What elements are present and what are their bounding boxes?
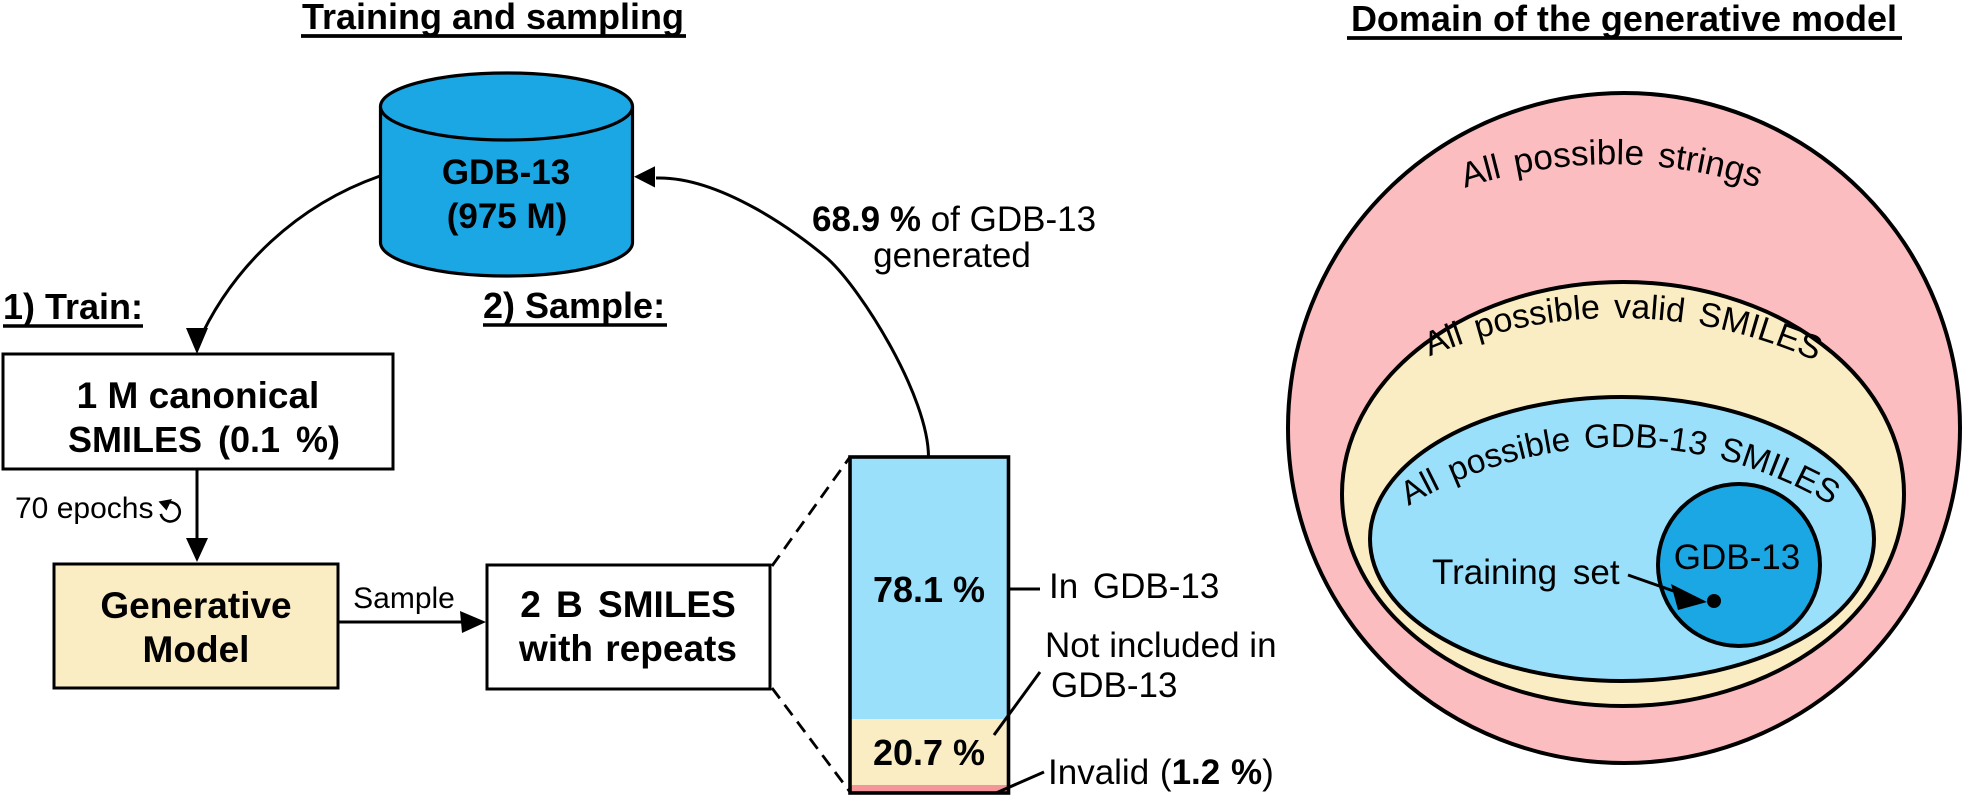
svg-text:SMILES (0.1 %): SMILES (0.1 %) [68,419,340,460]
svg-text:Training set: Training set [1432,553,1620,592]
svg-text:In GDB-13: In GDB-13 [1049,567,1219,606]
svg-text:GDB-13: GDB-13 [442,153,570,192]
svg-text:(975 M): (975 M) [447,197,568,236]
svg-text:Generative: Generative [100,585,291,626]
svg-text:GDB-13: GDB-13 [1674,538,1800,577]
svg-text:generated: generated [873,236,1031,275]
svg-text:Not included in: Not included in [1045,626,1277,665]
svg-text:2 B SMILES: 2 B SMILES [520,584,736,625]
svg-text:70 epochs: 70 epochs [15,492,153,525]
svg-text:with repeats: with repeats [518,628,737,669]
svg-text:1) Train:: 1) Train: [3,286,143,327]
svg-text:Domain of the generative model: Domain of the generative model [1351,0,1897,39]
svg-text:2) Sample:: 2) Sample: [483,285,665,326]
svg-text:20.7 %: 20.7 % [873,732,985,773]
svg-text:1 M canonical: 1 M canonical [77,375,320,416]
svg-text:GDB-13: GDB-13 [1051,666,1177,705]
svg-text:Invalid (1.2 %): Invalid (1.2 %) [1048,753,1274,792]
svg-text:78.1 %: 78.1 % [873,569,985,610]
svg-text:Training and sampling: Training and sampling [302,0,684,37]
svg-text:Model: Model [143,629,250,670]
svg-text:Sample: Sample [353,582,455,615]
svg-text:68.9 % of GDB-13: 68.9 % of GDB-13 [812,200,1096,239]
